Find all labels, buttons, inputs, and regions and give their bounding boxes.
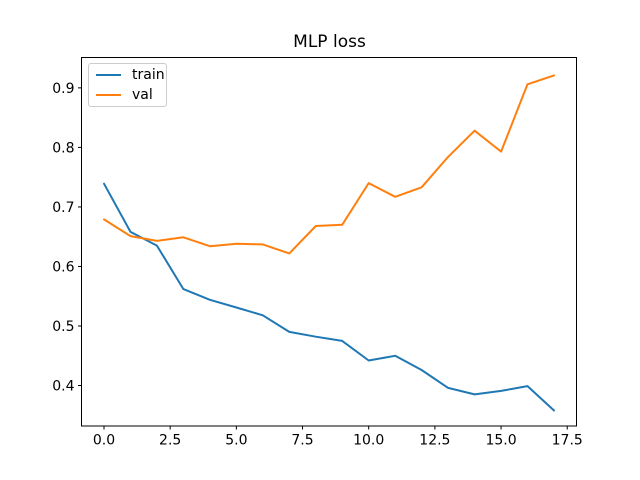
x-tick-label: 7.5 — [291, 433, 313, 449]
y-tick-label: 0.8 — [52, 140, 74, 156]
chart-title: MLP loss — [293, 32, 366, 52]
x-tick-label: 12.5 — [419, 433, 450, 449]
legend: train val — [88, 63, 167, 107]
y-tick-label: 0.9 — [52, 81, 74, 97]
y-tick-label: 0.4 — [52, 379, 74, 395]
train-line-swatch — [96, 73, 121, 76]
val-line — [103, 74, 555, 255]
train-line — [103, 182, 555, 412]
y-tick-label: 0.5 — [52, 319, 74, 335]
x-tick-label: 5.0 — [225, 433, 247, 449]
plot-frame — [81, 57, 577, 427]
x-tick-label: 0.0 — [93, 433, 115, 449]
val-line-swatch — [96, 94, 121, 97]
y-tick-label: 0.6 — [52, 259, 74, 275]
x-tick-label: 10.0 — [353, 433, 384, 449]
x-tick-label: 2.5 — [159, 433, 181, 449]
legend-val-label: val — [132, 87, 153, 104]
legend-train-label: train — [132, 66, 165, 83]
legend-item-train: train — [96, 65, 166, 84]
x-tick-label: 15.0 — [485, 433, 516, 449]
x-tick-label: 17.5 — [552, 433, 583, 449]
y-tick-label: 0.7 — [52, 200, 74, 216]
legend-item-val: val — [96, 86, 166, 105]
